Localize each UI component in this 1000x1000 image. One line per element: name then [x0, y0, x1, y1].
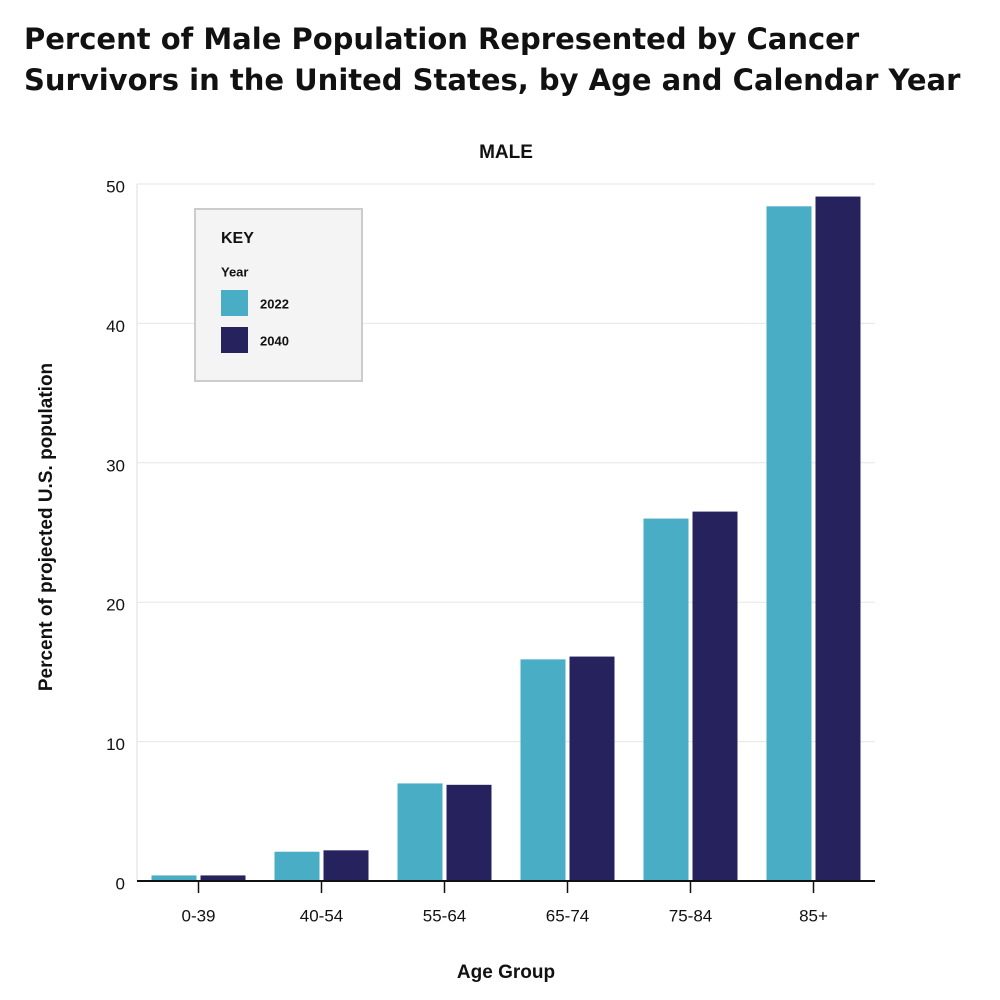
legend-label: 2022 [260, 296, 289, 311]
chart-subtitle: MALE [479, 142, 533, 163]
y-tick-label: 20 [106, 596, 125, 615]
y-tick-label: 10 [106, 735, 125, 754]
x-tick-label: 75-84 [669, 906, 712, 925]
bar [692, 511, 738, 881]
legend-label: 2040 [260, 333, 289, 348]
legend-swatch [221, 327, 248, 353]
y-tick-label: 0 [116, 874, 125, 893]
bar [397, 783, 443, 881]
bar [643, 518, 689, 881]
bar [766, 206, 812, 881]
legend-title: KEY [221, 230, 254, 247]
x-axis-label: Age Group [457, 962, 555, 983]
chart-title: Percent of Male Population Represented b… [24, 22, 860, 56]
bar [323, 850, 369, 881]
chart-title: Survivors in the United States, by Age a… [24, 63, 961, 97]
y-tick-label: 40 [106, 317, 125, 336]
x-tick-label: 65-74 [546, 906, 589, 925]
bar [815, 196, 861, 881]
y-axis-label: Percent of projected U.S. population [36, 363, 57, 691]
x-tick-label: 0-39 [181, 906, 215, 925]
x-tick-label: 40-54 [300, 906, 343, 925]
bar [446, 784, 492, 881]
bar [274, 851, 320, 881]
legend-subtitle: Year [221, 264, 248, 279]
bar [151, 875, 197, 881]
x-tick-label: 85+ [799, 906, 828, 925]
y-tick-label: 30 [106, 456, 125, 475]
bar [520, 659, 566, 881]
bar [200, 875, 246, 881]
legend-swatch [221, 290, 248, 316]
y-tick-label: 50 [106, 177, 125, 196]
x-tick-label: 55-64 [423, 906, 466, 925]
bar [569, 656, 615, 881]
